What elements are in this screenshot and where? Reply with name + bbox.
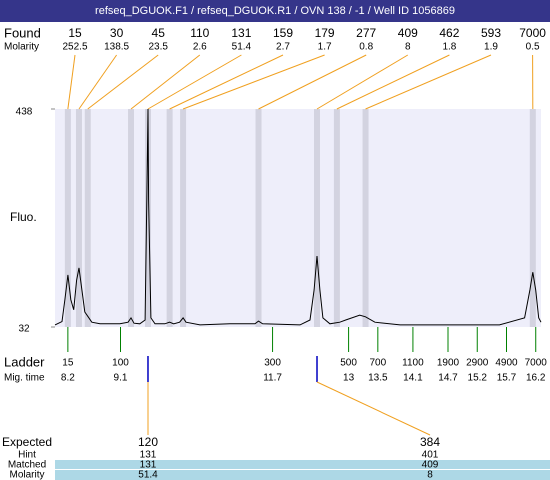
matched-row (55, 460, 550, 469)
found-band (166, 109, 173, 327)
found-molarity: 8 (405, 42, 411, 53)
ladder-size: 2900 (466, 358, 489, 369)
found-band (128, 109, 135, 327)
y-label: Fluo. (10, 210, 37, 224)
ladder-size: 300 (264, 358, 281, 369)
found-band (529, 109, 536, 327)
found-connector (147, 54, 242, 110)
found-size: 159 (273, 26, 293, 40)
found-size: 110 (190, 26, 209, 40)
trace (54, 108, 542, 326)
found-molarity: 138.5 (104, 42, 129, 53)
found-connector (78, 54, 118, 110)
found-molarity: 252.5 (62, 42, 87, 53)
found-molarity: 1.9 (484, 42, 498, 53)
found-molarity: 1.8 (442, 42, 456, 53)
ladder-time: 15.2 (468, 373, 488, 384)
hint-value: 131 (140, 450, 157, 461)
ladder-size: 500 (340, 358, 357, 369)
found-connector (169, 54, 284, 110)
ladder-time: 14.7 (438, 373, 458, 384)
found-band (144, 109, 151, 327)
ladder-time: 15.7 (497, 373, 517, 384)
found-molarity: 2.7 (276, 42, 290, 53)
header-bar (0, 0, 550, 22)
found-label: Found (4, 25, 41, 40)
ladder-size: 7000 (525, 358, 548, 369)
found-molarity: 0.8 (359, 42, 373, 53)
y-tick-label: 32 (18, 324, 30, 335)
found-molarity: 2.6 (193, 42, 207, 53)
found-band (64, 109, 71, 327)
ladder-time: 13.5 (368, 373, 388, 384)
found-connector (365, 54, 492, 110)
found-band (314, 109, 321, 327)
ladder-time: 9.1 (114, 373, 128, 384)
y-tick-label: 438 (16, 107, 33, 118)
ladder-size: 700 (369, 358, 386, 369)
found-size: 409 (398, 26, 418, 40)
ladder-time: 8.2 (61, 373, 75, 384)
found-size: 15 (68, 26, 82, 40)
found-connector (87, 54, 159, 110)
ladder-label: Ladder (4, 354, 45, 369)
matched-label: Matched (8, 460, 46, 471)
expected-value: 120 (138, 435, 158, 449)
expected-connector (316, 381, 431, 436)
found-size: 179 (315, 26, 335, 40)
found-band (180, 109, 187, 327)
ladder-size: 15 (62, 358, 74, 369)
hint-value: 401 (422, 450, 439, 461)
ladder-time: 13 (343, 373, 355, 384)
found-size: 277 (356, 26, 376, 40)
found-molarity: 51.4 (232, 42, 252, 53)
expected-label: Expected (2, 435, 52, 449)
found-band (75, 109, 82, 327)
found-connector (336, 54, 450, 110)
found-connector (258, 54, 367, 110)
hint-label: Hint (18, 450, 36, 461)
found-size: 593 (481, 26, 501, 40)
mig-time-label: Mig. time (4, 373, 45, 384)
found-band (255, 109, 262, 327)
found-connector (130, 54, 201, 110)
found-size: 45 (152, 26, 166, 40)
found-molarity: 23.5 (148, 42, 168, 53)
ladder-size: 4900 (495, 358, 518, 369)
matched-value: 409 (422, 460, 439, 471)
found-size: 30 (110, 26, 124, 40)
ladder-time: 14.1 (403, 373, 423, 384)
plot-area (55, 109, 541, 327)
ladder-size: 1100 (402, 358, 424, 369)
found-size: 462 (439, 26, 459, 40)
found-size: 131 (231, 26, 251, 40)
expected-value: 384 (420, 435, 440, 449)
found-molarity: 1.7 (318, 42, 332, 53)
ladder-size: 100 (112, 358, 129, 369)
molarity-label: Molarity (4, 42, 39, 53)
found-connector (182, 54, 325, 110)
expected-molarity-label: Molarity (9, 470, 44, 480)
found-band (84, 109, 91, 327)
found-band (333, 109, 340, 327)
ladder-size: 1900 (437, 358, 460, 369)
chart-title: refseq_DGUOK.F1 / refseq_DGUOK.R1 / OVN … (95, 5, 455, 17)
molarity-value: 51.4 (138, 470, 158, 480)
found-band (362, 109, 369, 327)
molarity-value: 8 (427, 470, 433, 480)
found-connector (316, 54, 409, 110)
found-connector (67, 54, 76, 110)
matched-value: 131 (140, 460, 157, 471)
found-molarity: 0.5 (526, 42, 540, 53)
ladder-time: 16.2 (526, 373, 546, 384)
molarity-row (55, 470, 550, 480)
found-size: 7000 (519, 26, 546, 40)
ladder-time: 11.7 (263, 373, 282, 384)
